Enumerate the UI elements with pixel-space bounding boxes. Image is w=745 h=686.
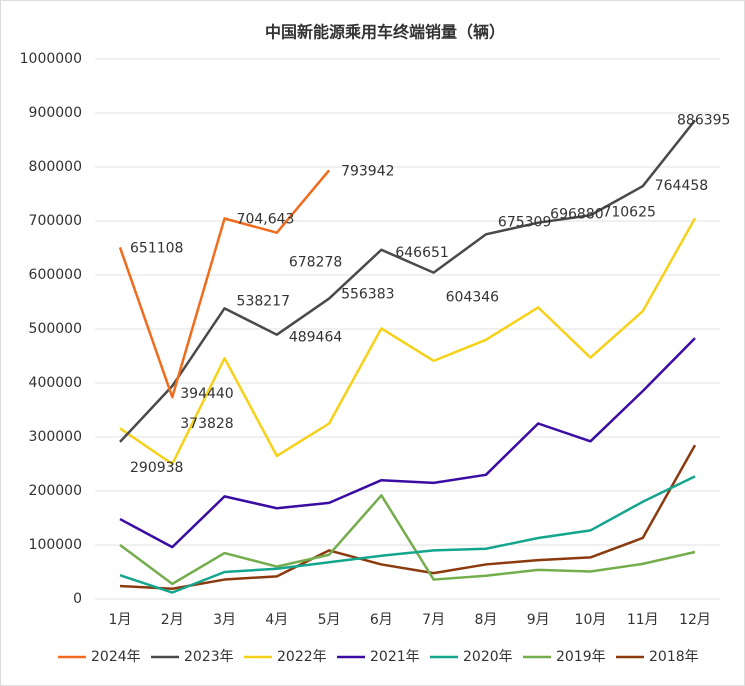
y-tick-label: 1000000 <box>20 51 82 67</box>
y-tick-label: 300000 <box>29 429 82 445</box>
y-tick-label: 0 <box>73 591 82 607</box>
data-label: 704,643 <box>237 211 295 227</box>
data-label: 556383 <box>341 287 394 303</box>
data-label: 793942 <box>341 163 394 179</box>
y-tick-label: 700000 <box>29 213 82 229</box>
y-tick-label: 800000 <box>29 159 82 175</box>
x-tick-label: 3月 <box>213 612 236 628</box>
series-line <box>119 337 696 549</box>
legend-label: 2021年 <box>370 649 420 665</box>
chart-title: 中国新能源乘用车终端销量（辆） <box>265 23 505 42</box>
x-tick-label: 4月 <box>265 612 288 628</box>
x-tick-label: 12月 <box>679 612 711 628</box>
series-line <box>119 494 696 586</box>
data-label: 394440 <box>180 386 233 402</box>
y-tick-label: 500000 <box>29 321 82 337</box>
data-label: 696880 <box>550 207 603 223</box>
legend-label: 2023年 <box>184 649 234 665</box>
series-line <box>119 444 697 590</box>
x-tick-label: 11月 <box>627 612 659 628</box>
x-tick-label: 5月 <box>318 612 341 628</box>
data-label: 489464 <box>289 330 343 346</box>
data-label: 604346 <box>446 290 500 306</box>
series-line <box>119 475 696 594</box>
data-label: 764458 <box>655 178 708 194</box>
legend-label: 2018年 <box>649 649 699 665</box>
series-line <box>119 119 696 443</box>
legend-label: 2020年 <box>463 649 513 665</box>
x-tick-label: 9月 <box>527 612 550 628</box>
legend-label: 2022年 <box>277 649 327 665</box>
y-tick-label: 100000 <box>29 537 82 553</box>
series-line <box>119 217 697 466</box>
data-label: 646651 <box>395 245 448 261</box>
data-label: 373828 <box>180 416 233 432</box>
data-label: 651108 <box>130 240 183 256</box>
y-tick-label: 400000 <box>29 375 82 391</box>
x-tick-label: 1月 <box>109 612 132 628</box>
legend-label: 2024年 <box>91 649 141 665</box>
data-label: 710625 <box>602 204 655 220</box>
y-tick-label: 200000 <box>29 483 82 499</box>
series-line <box>118 169 331 399</box>
x-tick-label: 10月 <box>575 612 607 628</box>
x-tick-label: 6月 <box>370 612 393 628</box>
data-label: 538217 <box>237 293 290 309</box>
x-tick-label: 8月 <box>474 612 497 628</box>
y-tick-label: 600000 <box>29 267 82 283</box>
x-tick-label: 2月 <box>161 612 184 628</box>
data-label: 675309 <box>498 214 551 230</box>
data-label: 678278 <box>289 255 342 271</box>
data-label: 886395 <box>677 112 730 128</box>
x-tick-label: 7月 <box>422 612 445 628</box>
legend-label: 2019年 <box>556 649 606 665</box>
y-tick-label: 900000 <box>29 105 82 121</box>
data-label: 290938 <box>130 460 183 476</box>
